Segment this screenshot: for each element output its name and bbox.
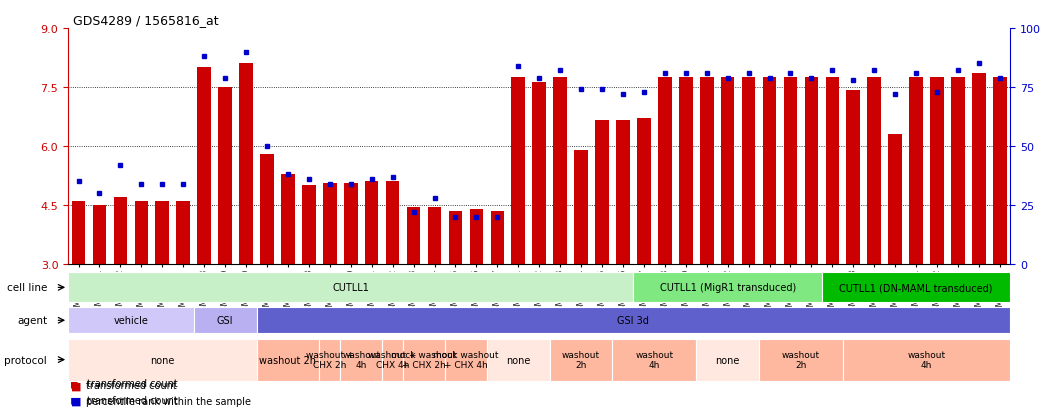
Bar — [550, 339, 612, 381]
Bar — [322, 184, 337, 264]
Bar — [364, 182, 379, 264]
Bar — [340, 339, 382, 381]
Bar — [219, 88, 232, 264]
Text: agent: agent — [17, 316, 47, 325]
Bar — [846, 91, 861, 264]
Bar — [403, 339, 445, 381]
Text: cell line: cell line — [6, 282, 47, 293]
Bar — [612, 339, 696, 381]
Bar — [595, 121, 609, 264]
Bar — [198, 68, 211, 264]
Bar — [972, 74, 986, 264]
Bar — [382, 339, 403, 381]
Text: GSI: GSI — [217, 316, 233, 325]
Text: mock washout
+ CHX 4h: mock washout + CHX 4h — [433, 350, 498, 369]
Bar — [658, 78, 672, 264]
Bar — [637, 119, 651, 264]
Text: washout
2h: washout 2h — [782, 350, 820, 369]
Bar — [445, 339, 487, 381]
Text: none: none — [715, 355, 740, 365]
Bar — [260, 154, 274, 264]
Text: CUTLL1: CUTLL1 — [332, 282, 370, 293]
Text: protocol: protocol — [4, 355, 47, 365]
Text: washout
4h: washout 4h — [908, 350, 945, 369]
Text: ■: ■ — [71, 396, 82, 406]
Bar — [759, 339, 843, 381]
Bar — [762, 78, 776, 264]
Text: none: none — [150, 355, 175, 365]
Text: washout
4h: washout 4h — [636, 350, 673, 369]
Bar — [822, 273, 1010, 303]
Bar — [783, 78, 798, 264]
Bar — [194, 307, 257, 334]
Text: washout
4h: washout 4h — [342, 350, 380, 369]
Bar — [68, 339, 257, 381]
Text: GSI 3d: GSI 3d — [618, 316, 649, 325]
Bar — [319, 339, 340, 381]
Bar — [909, 78, 923, 264]
Text: CUTLL1 (MigR1 transduced): CUTLL1 (MigR1 transduced) — [660, 282, 796, 293]
Bar — [448, 211, 462, 264]
Text: transformed count: transformed count — [87, 378, 178, 388]
Text: washout
2h: washout 2h — [562, 350, 600, 369]
Bar — [804, 78, 819, 264]
Bar — [469, 209, 484, 264]
Text: CUTLL1 (DN-MAML transduced): CUTLL1 (DN-MAML transduced) — [840, 282, 993, 293]
Text: washout +
CHX 2h: washout + CHX 2h — [306, 350, 354, 369]
Bar — [257, 307, 1010, 334]
Bar — [344, 184, 358, 264]
Text: washout +
CHX 4h: washout + CHX 4h — [369, 350, 417, 369]
Bar — [867, 78, 881, 264]
Bar — [678, 78, 693, 264]
Bar — [533, 83, 547, 264]
Bar — [68, 273, 633, 303]
Bar — [512, 78, 526, 264]
Bar — [951, 78, 964, 264]
Bar — [239, 64, 253, 264]
Bar — [888, 135, 901, 264]
Text: ■: ■ — [71, 380, 82, 390]
Bar — [616, 121, 629, 264]
Bar — [113, 197, 128, 264]
Bar — [554, 78, 567, 264]
Text: ■: ■ — [71, 395, 77, 405]
Bar — [700, 78, 714, 264]
Bar — [155, 202, 170, 264]
Bar — [176, 202, 191, 264]
Text: washout 2h: washout 2h — [260, 355, 316, 365]
Bar — [575, 150, 588, 264]
Bar — [93, 206, 107, 264]
Text: GDS4289 / 1565816_at: GDS4289 / 1565816_at — [73, 14, 219, 27]
Bar — [490, 211, 505, 264]
Text: mock washout
+ CHX 2h: mock washout + CHX 2h — [392, 350, 456, 369]
Bar — [428, 207, 442, 264]
Text: none: none — [506, 355, 531, 365]
Bar — [720, 78, 735, 264]
Bar — [741, 78, 756, 264]
Bar — [696, 339, 759, 381]
Bar — [386, 182, 400, 264]
Bar — [68, 307, 194, 334]
Bar — [993, 78, 1006, 264]
Bar — [257, 339, 319, 381]
Bar — [843, 339, 1010, 381]
Bar — [406, 207, 420, 264]
Bar — [930, 78, 944, 264]
Bar — [303, 186, 316, 264]
Text: transformed count: transformed count — [87, 395, 178, 405]
Bar — [633, 273, 822, 303]
Bar — [134, 202, 149, 264]
Bar — [825, 78, 839, 264]
Text: vehicle: vehicle — [113, 316, 149, 325]
Text: percentile rank within the sample: percentile rank within the sample — [86, 396, 251, 406]
Text: ■: ■ — [71, 378, 77, 388]
Bar — [487, 339, 550, 381]
Text: transformed count: transformed count — [86, 380, 177, 390]
Bar — [281, 174, 295, 264]
Bar — [71, 202, 86, 264]
